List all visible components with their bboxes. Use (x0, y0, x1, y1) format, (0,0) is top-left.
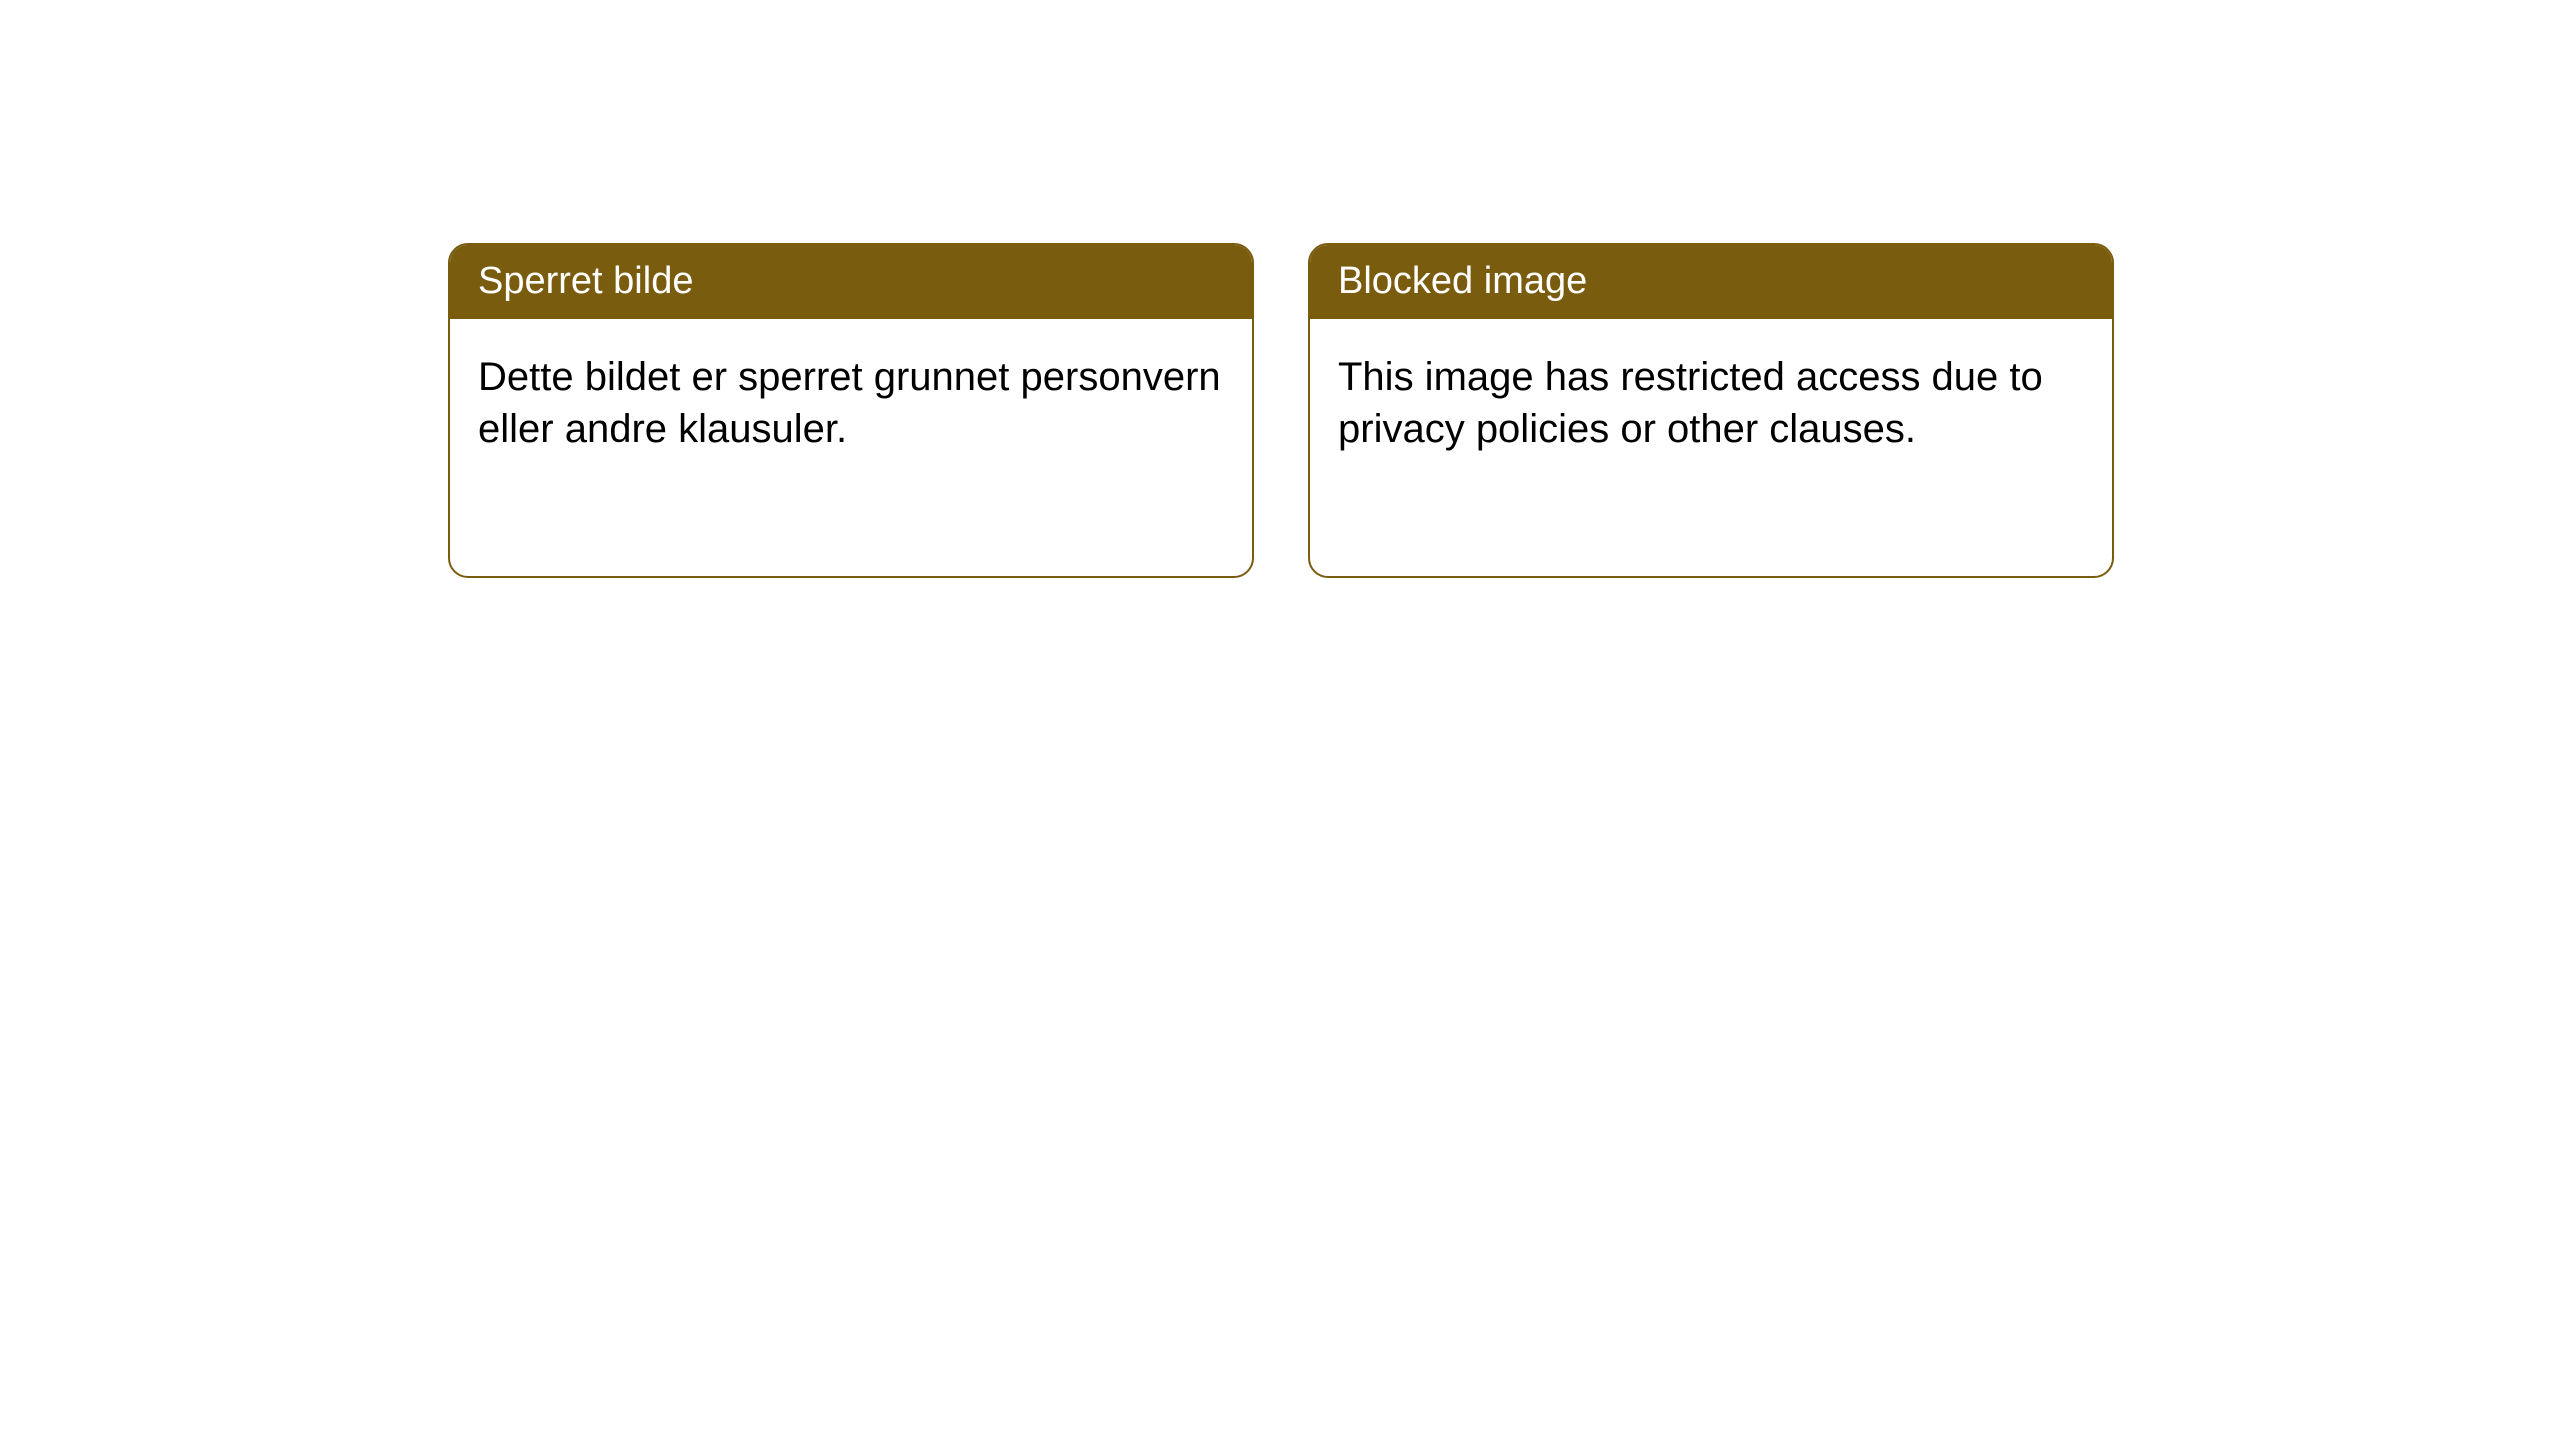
notice-card-norwegian: Sperret bilde Dette bildet er sperret gr… (448, 243, 1254, 578)
notice-header: Blocked image (1310, 245, 2112, 319)
notice-header: Sperret bilde (450, 245, 1252, 319)
notice-body: This image has restricted access due to … (1310, 319, 2112, 487)
notice-body: Dette bildet er sperret grunnet personve… (450, 319, 1252, 487)
notice-card-english: Blocked image This image has restricted … (1308, 243, 2114, 578)
notice-container: Sperret bilde Dette bildet er sperret gr… (448, 243, 2114, 578)
